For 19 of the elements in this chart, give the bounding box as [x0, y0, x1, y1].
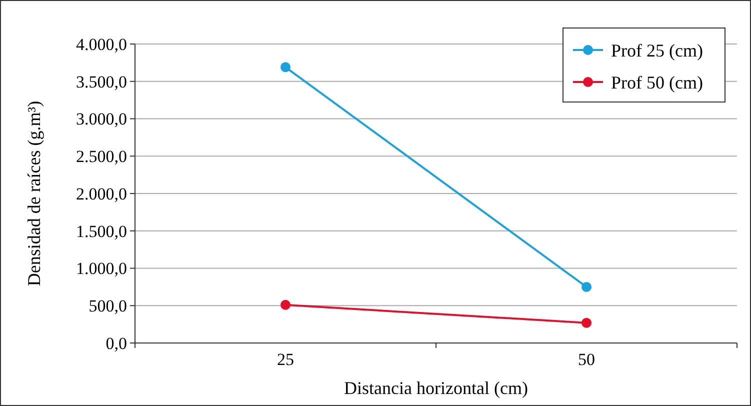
y-axis-title: Densidad de raíces (g.m³)	[24, 100, 44, 286]
y-tick-label: 1.500,0	[76, 222, 127, 241]
point	[280, 62, 290, 72]
y-tick-label: 0,0	[106, 334, 127, 353]
y-tick-label: 1.000,0	[76, 259, 127, 278]
legend-label: Prof 25 (cm)	[611, 40, 703, 60]
y-tick-label: 500,0	[88, 296, 127, 316]
x-tick-label: 25	[277, 350, 294, 369]
point	[582, 282, 592, 292]
y-tick-label: 3.000,0	[76, 110, 127, 129]
legend-label: Prof 50 (cm)	[611, 72, 703, 92]
y-tick-label: 2.500,0	[76, 147, 127, 166]
y-tick-label: 3.500,0	[76, 72, 127, 92]
y-tick-label: 4.000,0	[76, 34, 127, 54]
x-tick-label: 50	[578, 350, 595, 369]
point	[582, 318, 592, 328]
x-axis-title: Distancia horizontal (cm)	[344, 378, 528, 398]
point	[280, 300, 290, 310]
y-tick-label: 2.000,0	[76, 184, 127, 204]
